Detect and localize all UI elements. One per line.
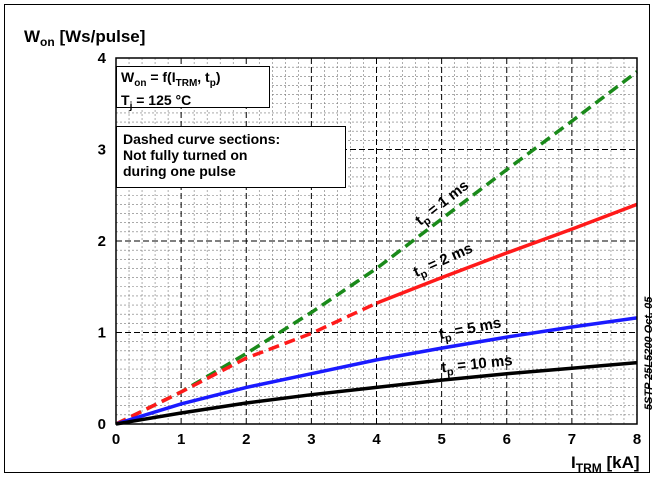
curve-label-10-ms: tp = 10 ms (441, 352, 514, 379)
y-axis-title: Won [Ws/pulse] (24, 27, 145, 49)
plot-border (115, 57, 638, 425)
series-layer (115, 70, 639, 426)
note-line-3: during one pulse (123, 163, 236, 179)
note-line-2: Not fully turned on (123, 147, 248, 163)
x-tick-label: 2 (242, 431, 250, 448)
tick-labels: 0 1 2 3 4 5 6 7 8 0 1 2 3 4 (98, 50, 642, 448)
formula-box: Won = f(ITRM, tp) Tj = 125 °C (116, 66, 270, 112)
series-line-dashed-2-ms (115, 301, 378, 426)
x-tick-label: 0 (112, 431, 120, 448)
x-tick-label: 6 (503, 431, 511, 448)
x-tick-label: 3 (307, 431, 315, 448)
series-line-10-ms (115, 360, 638, 426)
note-box: Dashed curve sections: Not fully turned … (116, 126, 346, 188)
x-tick-label: 1 (177, 431, 185, 448)
y-tick-label: 1 (98, 325, 106, 342)
curve-label-5-ms: tp = 5 ms (437, 314, 503, 346)
y-tick-label: 2 (98, 233, 106, 250)
major-grid (116, 58, 637, 424)
x-tick-label: 4 (372, 431, 381, 448)
note-line-1: Dashed curve sections: (123, 131, 281, 147)
x-tick-label: 5 (437, 431, 445, 448)
series-line-solid-2-ms (375, 202, 638, 305)
x-tick-label: 8 (633, 431, 641, 448)
x-axis-title: ITRM [kA] (571, 453, 640, 475)
y-tick-label: 0 (98, 416, 106, 433)
x-tick-label: 7 (568, 431, 576, 448)
formula-line-1: Won = f(ITRM, tp) (121, 69, 221, 89)
watermark-text: 5STP 25L5200 Oct. 05 (643, 296, 655, 410)
y-tick-label: 3 (98, 142, 106, 159)
formula-line-2: Tj = 125 °C (121, 91, 192, 112)
series-line-5-ms (115, 316, 638, 426)
y-tick-label: 4 (98, 50, 107, 67)
